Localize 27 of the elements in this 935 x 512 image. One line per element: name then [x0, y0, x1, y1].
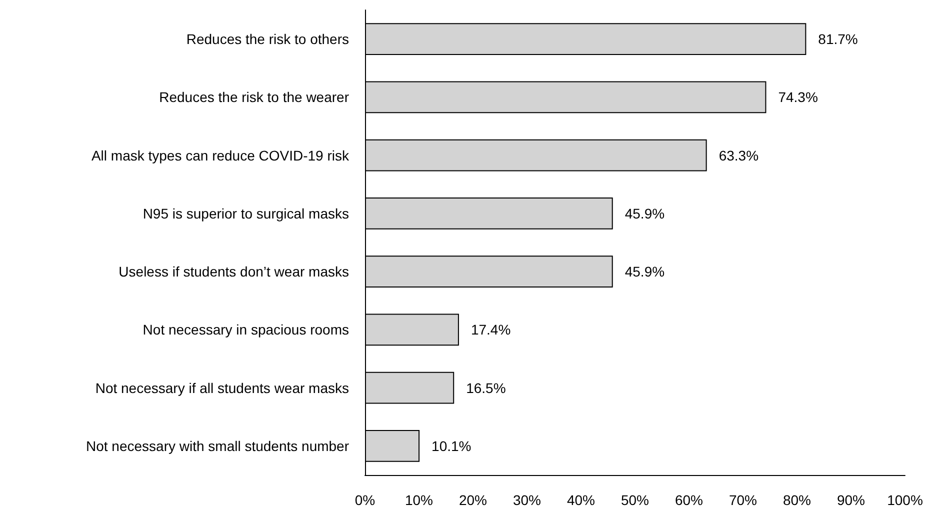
data-label: 17.4% — [470, 322, 511, 338]
x-tick-label: 10% — [404, 492, 434, 508]
x-tick-label: 80% — [782, 492, 812, 508]
data-label: 74.3% — [778, 89, 818, 106]
x-tick-label: 0% — [354, 492, 376, 508]
y-tick-label: All mask types can reduce COVID-19 risk — [91, 147, 350, 164]
y-tick-label: N95 is superior to surgical masks — [142, 205, 349, 222]
data-label: 45.9% — [624, 205, 665, 222]
y-tick-label: Not necessary in spacious rooms — [142, 322, 349, 338]
x-tick-label: 100% — [887, 492, 923, 508]
y-tick-label: Reduces the risk to others — [186, 31, 349, 48]
y-tick-label: Useless if students don’t wear masks — [118, 264, 349, 280]
x-tick-label: 20% — [458, 492, 488, 508]
data-label: 16.5% — [466, 380, 506, 396]
x-tick-label: 30% — [512, 492, 542, 508]
data-label: 10.1% — [432, 438, 472, 454]
y-tick-label: Not necessary with small students number — [86, 438, 350, 454]
data-label: 45.9% — [624, 264, 665, 280]
data-label: 63.3% — [718, 147, 759, 164]
y-tick-label: Not necessary if all students wear masks — [95, 380, 349, 396]
x-tick-label: 50% — [620, 492, 650, 508]
x-tick-label: 90% — [836, 492, 866, 508]
x-tick-label: 70% — [728, 492, 758, 508]
x-tick-label: 60% — [674, 492, 704, 508]
x-tick-label: 40% — [566, 492, 596, 508]
data-label: 81.7% — [818, 31, 858, 48]
y-tick-label: Reduces the risk to the wearer — [159, 89, 350, 106]
